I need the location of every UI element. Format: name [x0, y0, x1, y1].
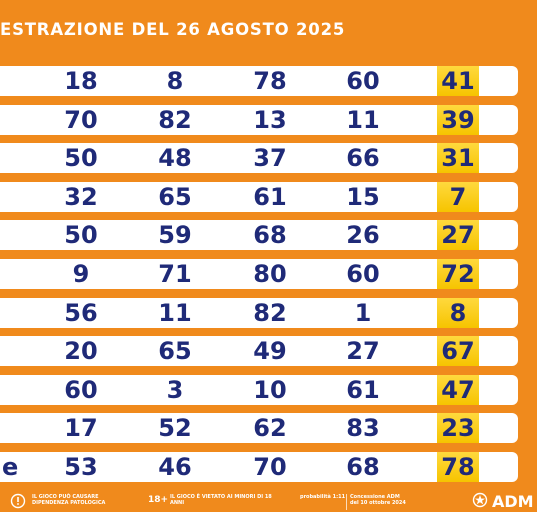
drawn-number: 26	[346, 221, 380, 250]
drawn-number: 70	[64, 105, 98, 134]
drawn-number: 78	[253, 67, 287, 95]
drawn-number: 56	[64, 298, 98, 327]
drawn-number: 48	[158, 144, 192, 173]
adm-logo: ADM	[492, 492, 534, 511]
drawn-number: 53	[64, 452, 98, 481]
drawn-number: 9	[72, 259, 90, 288]
drawn-number: 83	[346, 414, 380, 443]
table-row: 56 11 82 1 8	[0, 297, 518, 328]
drawn-number: 50	[64, 221, 98, 250]
table-row: 60 3 10 61 47	[0, 374, 518, 405]
drawn-number: 82	[253, 298, 287, 327]
drawn-number: 71	[158, 259, 192, 288]
drawn-number: 46	[158, 452, 192, 481]
warning-icon	[10, 493, 26, 509]
drawn-number: 3	[166, 375, 184, 404]
table-row: 20 65 49 27 67	[0, 336, 518, 367]
drawn-number: 37	[253, 144, 287, 173]
page-title: ESTRAZIONE DEL 26 AGOSTO 2025	[0, 20, 346, 39]
drawn-number: 8	[166, 67, 184, 95]
highlighted-number: 47	[437, 374, 479, 405]
table-row: 70 82 13 11 39	[0, 104, 518, 135]
drawn-number: 32	[64, 182, 98, 211]
highlighted-number: 39	[437, 104, 479, 135]
footer-concession: Concessione ADM del 10 ottobre 2024	[350, 494, 406, 506]
drawn-number: 59	[158, 221, 192, 250]
drawn-number: 62	[253, 414, 287, 443]
highlighted-number: 8	[437, 297, 479, 328]
drawn-number: 1	[354, 298, 372, 327]
highlighted-number: 41	[437, 66, 479, 96]
table-row: 17 52 62 83 23	[0, 413, 518, 444]
drawn-number: 60	[346, 259, 380, 288]
footer-warning-minors: IL GIOCO È VIETATO AI MINORI DI 18 ANNI	[170, 494, 272, 506]
drawn-number: 61	[253, 182, 287, 211]
drawn-number: 13	[253, 105, 287, 134]
drawn-number: 11	[346, 105, 380, 134]
drawn-number: 65	[158, 182, 192, 211]
table-row: 18 8 78 60 41	[0, 66, 518, 96]
drawn-number: 20	[64, 337, 98, 366]
drawn-number: 10	[253, 375, 287, 404]
drawn-number: 68	[346, 452, 380, 481]
drawn-number: 66	[346, 144, 380, 173]
drawn-number: 60	[64, 375, 98, 404]
highlighted-number: 67	[437, 336, 479, 367]
table-row: 32 65 61 15 7	[0, 181, 518, 212]
wheel-name: e	[2, 452, 19, 481]
drawn-number: 18	[64, 67, 98, 95]
results-table: 18 8 78 60 41 70 82 13 11 39 50 48 37 66…	[0, 66, 518, 491]
table-row: 50 48 37 66 31	[0, 143, 518, 174]
highlighted-number: 78	[437, 451, 479, 482]
drawn-number: 11	[158, 298, 192, 327]
footer-divider	[346, 494, 347, 510]
drawn-number: 70	[253, 452, 287, 481]
drawn-number: 68	[253, 221, 287, 250]
drawn-number: 52	[158, 414, 192, 443]
drawn-number: 60	[346, 67, 380, 95]
table-row: 50 59 68 26 27	[0, 220, 518, 251]
highlighted-number: 7	[437, 181, 479, 212]
footer: IL GIOCO PUÒ CAUSARE DIPENDENZA PATOLOGI…	[0, 486, 537, 512]
drawn-number: 65	[158, 337, 192, 366]
highlighted-number: 31	[437, 143, 479, 174]
footer-odds: probabilità 1:11	[300, 494, 346, 500]
emblem-icon	[472, 492, 488, 508]
drawn-number: 15	[346, 182, 380, 211]
table-row: e 53 46 70 68 78	[0, 451, 518, 482]
highlighted-number: 72	[437, 258, 479, 289]
highlighted-number: 27	[437, 220, 479, 251]
drawn-number: 50	[64, 144, 98, 173]
drawn-number: 27	[346, 337, 380, 366]
table-row: 9 71 80 60 72	[0, 258, 518, 289]
drawn-number: 61	[346, 375, 380, 404]
drawn-number: 17	[64, 414, 98, 443]
footer-warning-addiction: IL GIOCO PUÒ CAUSARE DIPENDENZA PATOLOGI…	[32, 494, 106, 506]
drawn-number: 80	[253, 259, 287, 288]
highlighted-number: 23	[437, 413, 479, 444]
age-badge: 18+	[148, 495, 169, 505]
drawn-number: 49	[253, 337, 287, 366]
drawn-number: 82	[158, 105, 192, 134]
